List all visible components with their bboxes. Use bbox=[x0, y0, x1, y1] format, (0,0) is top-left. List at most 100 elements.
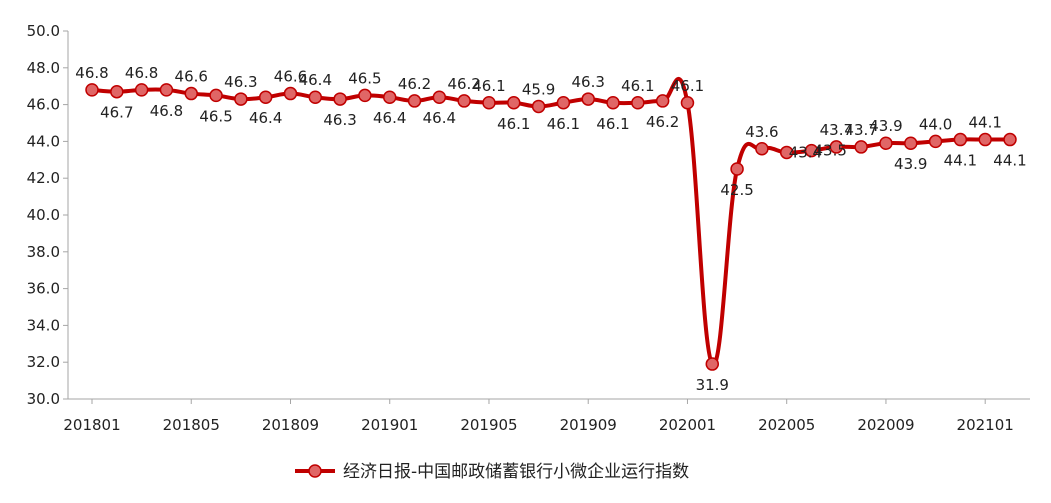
data-label: 46.2 bbox=[447, 75, 480, 93]
x-tick-label: 201801 bbox=[63, 416, 120, 434]
data-point bbox=[234, 92, 248, 106]
data-label: 44.0 bbox=[919, 115, 952, 133]
legend-label: 经济日报-中国邮政储蓄银行小微企业运行指数 bbox=[343, 462, 689, 482]
data-label: 46.8 bbox=[150, 102, 183, 120]
data-point bbox=[159, 83, 174, 97]
data-label: 46.6 bbox=[175, 68, 208, 86]
x-tick-label: 202009 bbox=[857, 416, 914, 434]
data-labels: 46.846.746.846.846.646.546.346.446.646.4… bbox=[75, 64, 1026, 394]
data-point bbox=[283, 86, 298, 101]
data-label: 46.3 bbox=[224, 73, 257, 91]
data-label: 44.1 bbox=[944, 152, 977, 170]
y-tick-label: 38.0 bbox=[27, 243, 60, 261]
legend-marker-sample bbox=[308, 464, 322, 478]
data-label: 46.1 bbox=[472, 77, 505, 95]
x-tick-label: 201805 bbox=[163, 416, 220, 434]
data-point bbox=[110, 84, 124, 99]
data-label: 43.5 bbox=[814, 142, 847, 160]
data-label: 46.1 bbox=[621, 77, 654, 95]
data-label: 46.5 bbox=[348, 69, 381, 87]
data-label: 46.4 bbox=[299, 71, 332, 89]
data-label: 43.7 bbox=[844, 121, 877, 139]
y-tick-label: 34.0 bbox=[27, 316, 60, 334]
data-point bbox=[680, 96, 695, 110]
data-point bbox=[953, 132, 968, 147]
x-tick-label: 202101 bbox=[957, 416, 1014, 434]
data-point bbox=[928, 134, 943, 149]
data-label: 44.1 bbox=[968, 114, 1001, 132]
data-label: 46.8 bbox=[125, 64, 158, 82]
data-label: 42.5 bbox=[720, 181, 753, 199]
data-point bbox=[308, 90, 323, 104]
y-tick-label: 50.0 bbox=[27, 22, 60, 40]
data-point bbox=[804, 143, 819, 158]
data-label: 46.1 bbox=[547, 115, 580, 133]
data-point bbox=[631, 96, 645, 110]
data-label: 46.4 bbox=[423, 109, 456, 127]
y-tick-label: 32.0 bbox=[27, 353, 60, 371]
data-label: 46.3 bbox=[323, 111, 356, 129]
data-label: 43.4 bbox=[789, 143, 822, 161]
data-label: 43.7 bbox=[820, 121, 853, 139]
y-tick-label: 40.0 bbox=[27, 206, 60, 224]
data-point bbox=[382, 90, 397, 104]
data-point bbox=[755, 142, 769, 156]
data-label: 31.9 bbox=[696, 376, 729, 394]
data-label: 46.1 bbox=[671, 77, 704, 95]
data-label: 43.6 bbox=[745, 123, 778, 141]
y-axis-ticks: 30.0 32.0 34.0 36.0 38.0 40.0 42.0 44.0 46.0 48.0… bbox=[27, 22, 68, 408]
data-point bbox=[358, 88, 372, 103]
x-axis-ticks: 201801 201805 201809 201901 201905 201909 2020… bbox=[63, 399, 1014, 434]
data-point bbox=[978, 132, 992, 147]
data-point bbox=[85, 83, 99, 97]
data-point bbox=[209, 88, 223, 103]
y-tick-label: 48.0 bbox=[27, 59, 60, 77]
data-label: 46.1 bbox=[497, 115, 530, 133]
y-tick-label: 46.0 bbox=[27, 96, 60, 114]
data-label: 46.6 bbox=[274, 68, 307, 86]
data-point bbox=[904, 136, 918, 150]
data-label: 46.8 bbox=[75, 64, 108, 82]
x-tick-label: 201905 bbox=[460, 416, 517, 434]
data-point bbox=[655, 94, 670, 108]
data-point bbox=[432, 90, 447, 104]
series-line bbox=[90, 76, 1012, 367]
x-tick-label: 201809 bbox=[262, 416, 319, 434]
y-tick-label: 44.0 bbox=[27, 132, 60, 150]
data-label: 46.4 bbox=[373, 109, 406, 127]
data-point bbox=[184, 86, 198, 101]
y-tick-label: 30.0 bbox=[27, 390, 60, 408]
data-label: 46.3 bbox=[572, 73, 605, 91]
y-tick-label: 42.0 bbox=[27, 169, 60, 187]
data-point bbox=[258, 90, 273, 104]
data-label: 46.2 bbox=[398, 75, 431, 93]
x-tick-label: 202005 bbox=[758, 416, 815, 434]
data-point bbox=[779, 145, 794, 160]
data-point bbox=[556, 96, 571, 110]
data-point bbox=[606, 96, 620, 110]
data-point bbox=[1003, 132, 1017, 147]
x-tick-label: 202001 bbox=[659, 416, 716, 434]
data-point bbox=[730, 162, 744, 176]
data-point bbox=[581, 92, 595, 106]
data-point bbox=[879, 136, 893, 150]
data-label: 45.9 bbox=[522, 80, 555, 98]
x-tick-label: 201901 bbox=[361, 416, 418, 434]
data-label: 43.9 bbox=[894, 155, 927, 173]
legend: 经济日报-中国邮政储蓄银行小微企业运行指数 bbox=[295, 462, 689, 482]
series-markers bbox=[85, 83, 1017, 371]
data-point bbox=[531, 99, 546, 114]
data-label: 46.1 bbox=[596, 115, 629, 133]
data-point bbox=[854, 140, 868, 154]
data-label: 46.5 bbox=[199, 107, 232, 125]
x-tick-label: 201909 bbox=[560, 416, 617, 434]
data-point bbox=[482, 96, 496, 110]
data-label: 46.7 bbox=[100, 104, 133, 122]
data-point bbox=[507, 96, 521, 110]
data-point bbox=[457, 94, 471, 108]
data-label: 44.1 bbox=[993, 152, 1026, 170]
data-point bbox=[705, 357, 720, 371]
data-label: 46.4 bbox=[249, 109, 282, 127]
data-point bbox=[333, 92, 347, 106]
